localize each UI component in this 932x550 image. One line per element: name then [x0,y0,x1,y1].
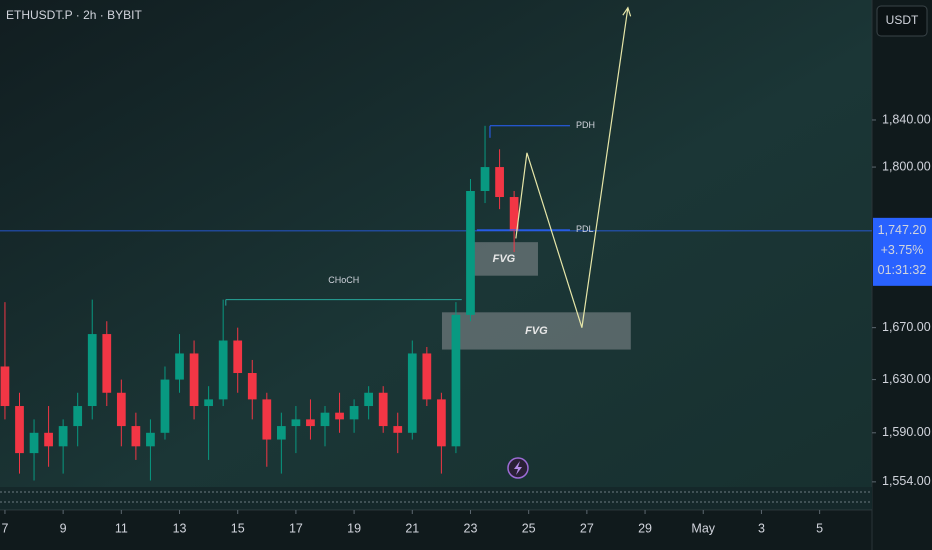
currency-box[interactable] [876,5,928,37]
candle-body [320,412,330,427]
y-tick-label: 1,800.00 [882,159,931,173]
candle-body [146,432,155,447]
candle-body [422,353,432,400]
candle-body [291,419,301,427]
candle-body [364,392,374,407]
candle-body [247,373,257,400]
x-tick-label: 29 [638,521,652,535]
pdh-label: PDH [576,120,595,130]
x-tick-label: 7 [1,521,8,535]
candle-body [276,426,286,440]
candle-body [335,412,344,420]
pdl-label: PDL [576,224,594,234]
candle-body [393,426,403,433]
candle-body [349,406,359,420]
candle-body [306,419,315,427]
candle-body [73,406,83,427]
x-tick-label: 3 [758,521,765,535]
candle-body [437,399,446,447]
candle-body [466,190,475,315]
x-tick-label: 5 [816,521,823,535]
projection-path [515,7,629,328]
candle-body [58,426,68,447]
candle-body [87,334,97,407]
time-axis-background [0,510,872,550]
x-tick-label: 13 [173,521,187,535]
candle-body [0,366,10,407]
candle-body [15,406,24,454]
candle-body [175,353,184,380]
fvg-box [469,242,538,276]
alert-icon [507,457,529,479]
change-label: +3.75% [881,243,924,257]
price-label-box [873,217,932,286]
candle-body [189,353,199,407]
candle-body [44,432,53,447]
x-tick-label: 27 [580,521,594,535]
plot-background [0,0,872,510]
chart-title: ETHUSDT.P · 2h · BYBIT [6,8,142,22]
x-tick-label: 17 [289,521,303,535]
currency: USDT [886,13,919,27]
candle-body [509,197,519,231]
candle-body [495,167,504,198]
candle-body [204,399,213,407]
y-tick-label: 1,554.00 [882,474,931,488]
x-tick-label: 11 [115,521,128,535]
x-tick-label: 23 [464,521,478,535]
candle-body [102,334,112,393]
fvg-box [441,312,631,350]
candle-body [131,426,141,447]
candle-body [116,392,126,427]
countdown-label: 01:31:32 [878,263,927,277]
candle-body [233,340,243,374]
candle-body [262,399,272,440]
projection-arrowhead [622,6,632,17]
candle-body [160,379,170,433]
indicator-pane [0,487,872,509]
candle-body [218,340,228,400]
choch-label: CHoCH [328,275,359,285]
fvg-label: FVG [493,253,516,265]
x-tick-label: 21 [405,521,419,535]
plot: FVG FVG PDH PDL CHoCH [0,6,872,481]
x-tick-label: May [691,521,715,535]
last-price-label: 1,747.20 [878,223,927,237]
x-tick-label: 15 [231,521,245,535]
candle-body [378,392,388,427]
fvg-label: FVG [525,325,548,337]
x-tick-label: 9 [60,521,67,535]
y-tick-label: 1,840.00 [882,112,931,126]
y-tick-label: 1,670.00 [882,320,931,334]
y-tick-label: 1,590.00 [882,425,931,439]
x-tick-label: 19 [347,521,361,535]
candle-body [407,353,417,433]
x-tick-label: 25 [522,521,536,535]
y-tick-label: 1,630.00 [882,372,931,386]
candle-body [29,432,39,454]
candle-body [480,167,490,191]
candle-body [451,314,461,447]
